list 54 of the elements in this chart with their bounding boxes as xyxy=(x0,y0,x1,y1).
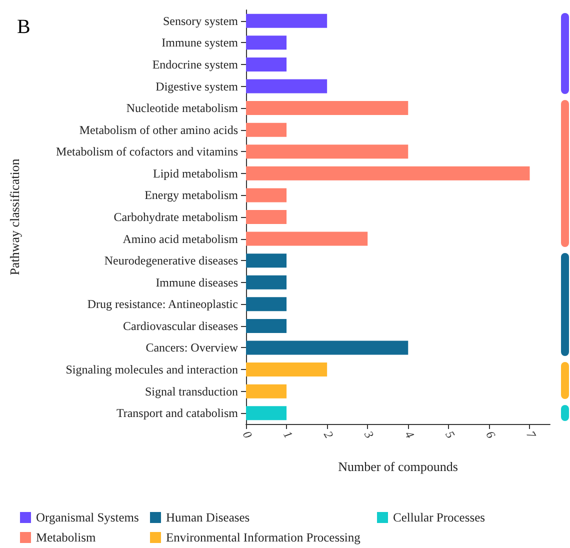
x-tick-label: 4 xyxy=(402,428,418,441)
y-tick-label: Metabolism of other amino acids xyxy=(79,122,238,137)
legend-label: Cellular Processes xyxy=(393,510,486,524)
bar xyxy=(246,166,530,180)
y-tick-label: Signal transduction xyxy=(145,384,238,398)
bar xyxy=(246,36,287,50)
y-tick-label: Cancers: Overview xyxy=(146,340,238,355)
x-tick-label: 7 xyxy=(524,428,540,442)
bar xyxy=(246,384,287,398)
y-axis-title: Pathway classification xyxy=(7,158,22,276)
bar xyxy=(246,79,328,94)
y-tick-label: Carbohydrate metabolism xyxy=(114,210,239,224)
bar xyxy=(246,210,287,224)
bar xyxy=(246,57,287,72)
y-tick-label: Neurodegenerative diseases xyxy=(104,254,238,268)
bar xyxy=(246,14,328,28)
y-tick-label: Sensory system xyxy=(163,14,239,28)
bar xyxy=(246,232,368,246)
y-tick-label: Digestive system xyxy=(156,79,239,94)
x-tick-label: 3 xyxy=(361,428,377,441)
legend-label: Metabolism xyxy=(36,530,96,544)
y-tick-label: Endocrine system xyxy=(152,57,239,72)
legend-label: Environmental Information Processing xyxy=(166,530,362,544)
y-tick-label: Metabolism of cofactors and vitamins xyxy=(56,144,238,159)
bar xyxy=(246,275,287,290)
y-tick-label: Amino acid metabolism xyxy=(122,232,239,246)
x-axis-title: Number of compounds xyxy=(338,459,458,474)
y-tick-label: Lipid metabolism xyxy=(153,166,239,180)
y-tick-label: Cardiovascular diseases xyxy=(123,318,238,333)
text: B xyxy=(17,16,30,38)
bar xyxy=(246,406,287,420)
y-tick-label: Signaling molecules and interaction xyxy=(66,362,238,377)
bar xyxy=(246,144,408,159)
y-tick-label: Immune diseases xyxy=(156,275,238,290)
bar xyxy=(246,101,408,116)
bar xyxy=(246,254,287,268)
x-tick-label: 0 xyxy=(240,428,256,441)
y-tick-label: Energy metabolism xyxy=(144,188,239,202)
x-tick-label: 2 xyxy=(321,428,336,441)
y-tick-label: Immune system xyxy=(162,36,239,50)
x-tick-label: 1 xyxy=(280,428,296,441)
x-tick-label: 6 xyxy=(483,428,498,441)
bar xyxy=(246,188,287,202)
legend-label: Human Diseases xyxy=(166,510,250,524)
x-tick-label: 5 xyxy=(442,428,458,441)
legend-label: Organismal Systems xyxy=(36,510,140,524)
y-tick-label: Drug resistance: Antineoplastic xyxy=(87,297,238,312)
bar xyxy=(246,122,287,137)
bar xyxy=(246,362,328,377)
bar xyxy=(246,297,287,312)
y-tick-label: Nucleotide metabolism xyxy=(126,101,239,116)
bar xyxy=(246,340,408,355)
y-tick-label: Transport and catabolism xyxy=(116,406,239,420)
bar xyxy=(246,318,287,333)
